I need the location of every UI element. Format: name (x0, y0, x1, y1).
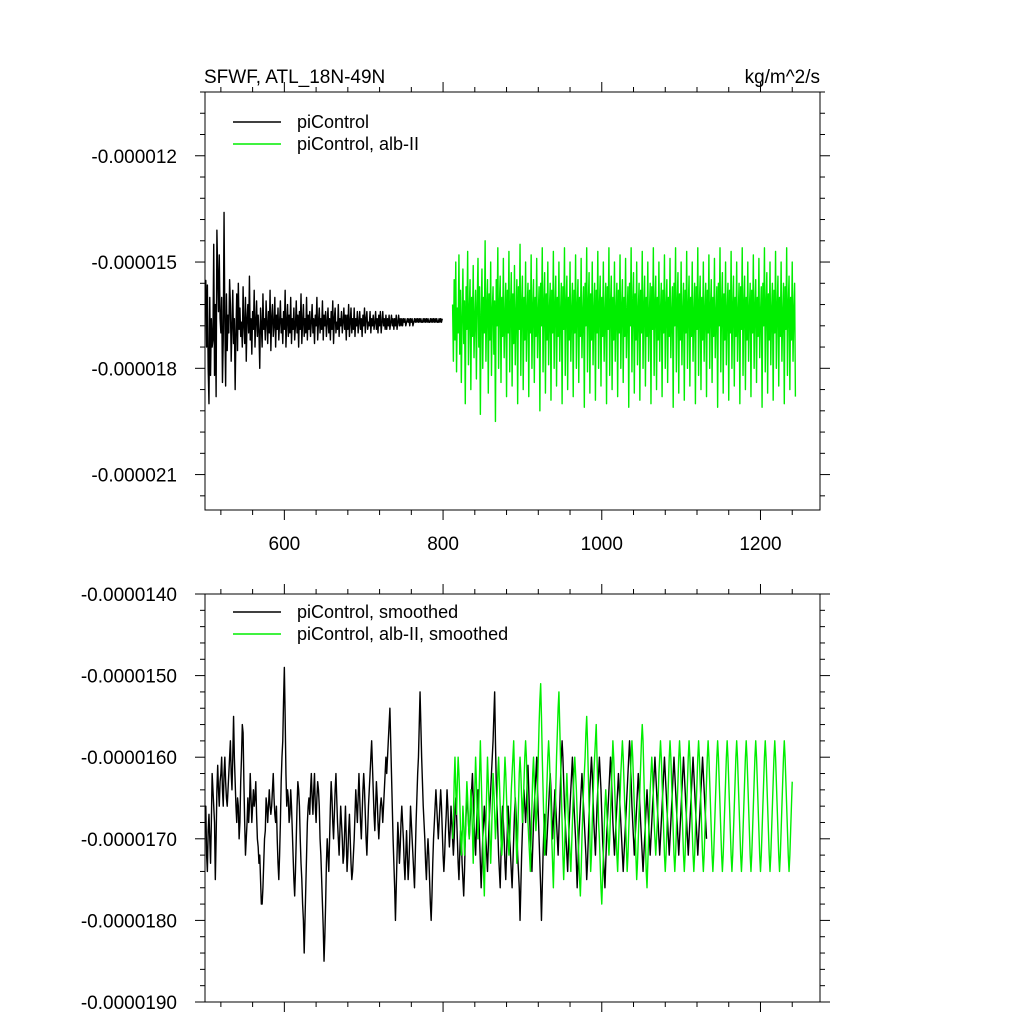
legend-label-picontrol: piControl (297, 112, 369, 132)
top-ticks-group: 600 800 1000 1200 -0.000012 -0.000015 -0.00001… (91, 82, 830, 555)
y-tick-label: -0.0000150 (81, 667, 177, 688)
legend-bottom: piControl, smoothed piControl, alb-II, s… (233, 602, 508, 644)
legend-label-alb-ii: piControl, alb-II (297, 134, 419, 154)
top-series-group (205, 211, 797, 423)
series-line-picontrol-smoothed (205, 666, 708, 962)
x-tick-label: 1200 (739, 534, 781, 555)
legend-label-alb-ii-smoothed: piControl, alb-II, smoothed (297, 624, 508, 644)
legend-top: piControl piControl, alb-II (233, 112, 419, 154)
y-tick-label: -0.0000160 (81, 748, 177, 769)
bottom-series-group (205, 666, 793, 962)
y-tick-label: -0.000018 (91, 359, 177, 380)
y-tick-label: -0.0000180 (81, 911, 177, 932)
x-tick-label: 600 (269, 534, 301, 555)
y-tick-label: -0.0000170 (81, 830, 177, 851)
panel-bottom: -0.0000140 -0.0000150 -0.0000160 -0.0000170… (81, 584, 830, 1014)
legend-label-picontrol-smoothed: piControl, smoothed (297, 602, 458, 622)
series-line-picontrol-alb-ii (451, 240, 797, 423)
panel-top: SFWF, ATL_18N-49N kg/m^2/s 600 800 1000 120… (91, 67, 830, 555)
y-tick-label: -0.0000140 (81, 585, 177, 606)
y-tick-label: -0.000015 (91, 253, 177, 274)
y-tick-label: -0.000021 (91, 466, 177, 487)
plot-frame-bottom (204, 593, 821, 1003)
series-line-picontrol (205, 211, 443, 405)
chart-title: SFWF, ATL_18N-49N (204, 67, 385, 88)
bottom-ticks-group: -0.0000140 -0.0000150 -0.0000160 -0.0000170… (81, 584, 830, 1014)
plot-frame-top (204, 91, 821, 511)
y-tick-label: -0.0000190 (81, 993, 177, 1014)
units-label: kg/m^2/s (745, 67, 820, 88)
y-tick-label: -0.000012 (91, 147, 177, 168)
x-tick-label: 800 (427, 534, 459, 555)
x-tick-label: 1000 (581, 534, 623, 555)
series-line-picontrol-alb-ii-smoothed (451, 683, 793, 905)
